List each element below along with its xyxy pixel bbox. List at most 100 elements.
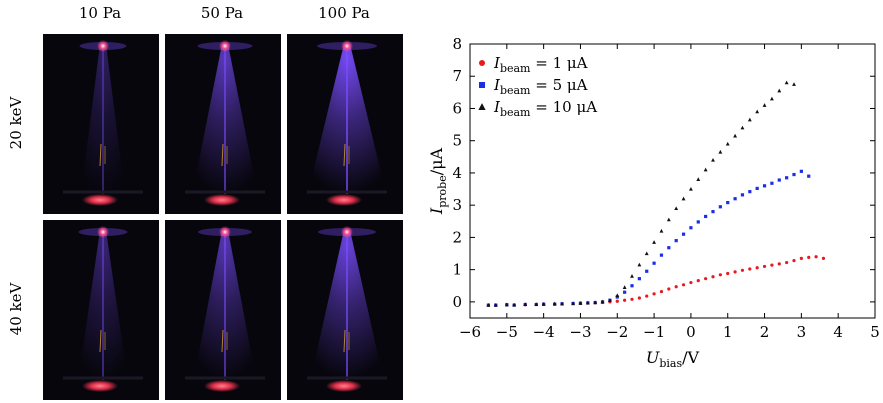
data-point	[674, 239, 678, 243]
data-point	[504, 302, 509, 307]
data-point	[637, 262, 642, 267]
data-point	[792, 259, 796, 263]
data-point	[593, 300, 598, 305]
data-point	[630, 297, 634, 301]
data-point	[578, 301, 583, 305]
data-point	[523, 302, 528, 307]
data-point	[770, 181, 774, 185]
data-point	[571, 301, 576, 306]
data-point	[674, 206, 679, 210]
data-point	[667, 246, 671, 250]
data-point	[785, 260, 789, 265]
data-point	[718, 149, 723, 154]
data-point	[623, 290, 627, 294]
x-tick-label: −2	[606, 323, 628, 341]
x-tick-label: −6	[459, 323, 481, 341]
data-point	[512, 302, 517, 307]
data-point	[622, 285, 627, 289]
data-point	[726, 271, 730, 276]
data-point	[769, 96, 774, 101]
data-point	[777, 178, 781, 182]
data-point	[747, 117, 752, 122]
y-tick-label: 4	[452, 164, 462, 182]
data-point	[784, 80, 789, 85]
data-point	[615, 293, 620, 298]
data-point	[799, 256, 803, 260]
data-point	[725, 141, 730, 146]
data-point	[807, 255, 811, 259]
x-tick-label: −5	[496, 323, 518, 341]
data-point	[777, 88, 782, 93]
data-point	[645, 269, 649, 273]
data-point	[659, 253, 664, 257]
data-point	[630, 274, 634, 278]
data-point	[762, 184, 767, 188]
y-tick-label: 3	[452, 196, 462, 214]
plasma-photo	[287, 220, 403, 400]
y-tick-label: 7	[452, 67, 462, 85]
x-tick-label: 1	[723, 323, 733, 341]
data-point	[733, 270, 737, 274]
data-point	[534, 302, 539, 307]
data-point	[607, 298, 612, 302]
y-tick-label: 8	[452, 35, 462, 53]
data-point	[755, 266, 759, 270]
column-label-10pa: 10 Pa	[78, 4, 122, 22]
data-point	[637, 277, 641, 281]
plasma-photo	[43, 220, 159, 400]
data-point	[541, 302, 546, 306]
y-axis-label: Iprobe/μA	[430, 147, 449, 215]
data-point	[630, 284, 634, 288]
data-point	[704, 214, 708, 219]
data-point	[645, 294, 649, 298]
column-label-50pa: 50 Pa	[200, 4, 244, 22]
legend-marker	[479, 82, 485, 88]
x-tick-label: −3	[569, 323, 591, 341]
data-point	[652, 240, 657, 244]
data-point	[696, 220, 700, 224]
data-point	[696, 177, 701, 181]
data-point	[748, 267, 752, 271]
data-point	[740, 268, 745, 272]
plasma-photo	[287, 34, 403, 214]
data-point	[711, 157, 715, 162]
data-point	[762, 103, 767, 107]
y-tick-label: 0	[452, 293, 462, 311]
data-point	[703, 167, 708, 172]
data-point	[718, 205, 722, 209]
y-tick-label: 2	[452, 228, 462, 246]
data-point	[486, 303, 491, 307]
data-point	[689, 280, 693, 285]
y-tick-label: 1	[452, 261, 462, 279]
legend-entry: Ibeam = 1 μA	[493, 54, 588, 75]
data-point	[615, 299, 619, 303]
x-axis-label: Ubias/V	[646, 348, 700, 370]
x-tick-label: 3	[797, 323, 807, 341]
x-tick-label: 5	[870, 323, 880, 341]
data-point	[814, 255, 818, 259]
data-point	[785, 176, 789, 180]
data-point	[689, 226, 693, 230]
y-tick-label: 6	[452, 99, 462, 117]
data-point	[652, 261, 656, 265]
x-tick-label: −1	[643, 323, 665, 341]
legend-entry: Ibeam = 5 μA	[493, 76, 588, 97]
row-label-40kev: 40 keV	[7, 282, 25, 336]
data-point	[733, 197, 737, 201]
data-point	[560, 301, 564, 306]
data-point	[821, 256, 826, 260]
plasma-photo	[165, 220, 281, 400]
data-point	[740, 125, 745, 130]
legend-entry: Ibeam = 10 μA	[493, 98, 597, 119]
data-point	[552, 301, 557, 306]
data-point	[652, 292, 656, 296]
plasma-photo	[43, 34, 159, 214]
data-point	[637, 296, 641, 300]
row-label-20kev: 20 keV	[7, 96, 25, 150]
data-point	[696, 279, 700, 283]
probe-current-chart: −6 −5 −4 −3 −2 −1 0 1 2 3 4 5 0 1 2 3 4 5 6 7 8 Ubias/V Iprobe…	[430, 35, 880, 370]
x-tick-label: 0	[686, 323, 696, 341]
data-point	[659, 228, 664, 233]
data-point	[711, 275, 715, 279]
data-point	[493, 303, 498, 307]
